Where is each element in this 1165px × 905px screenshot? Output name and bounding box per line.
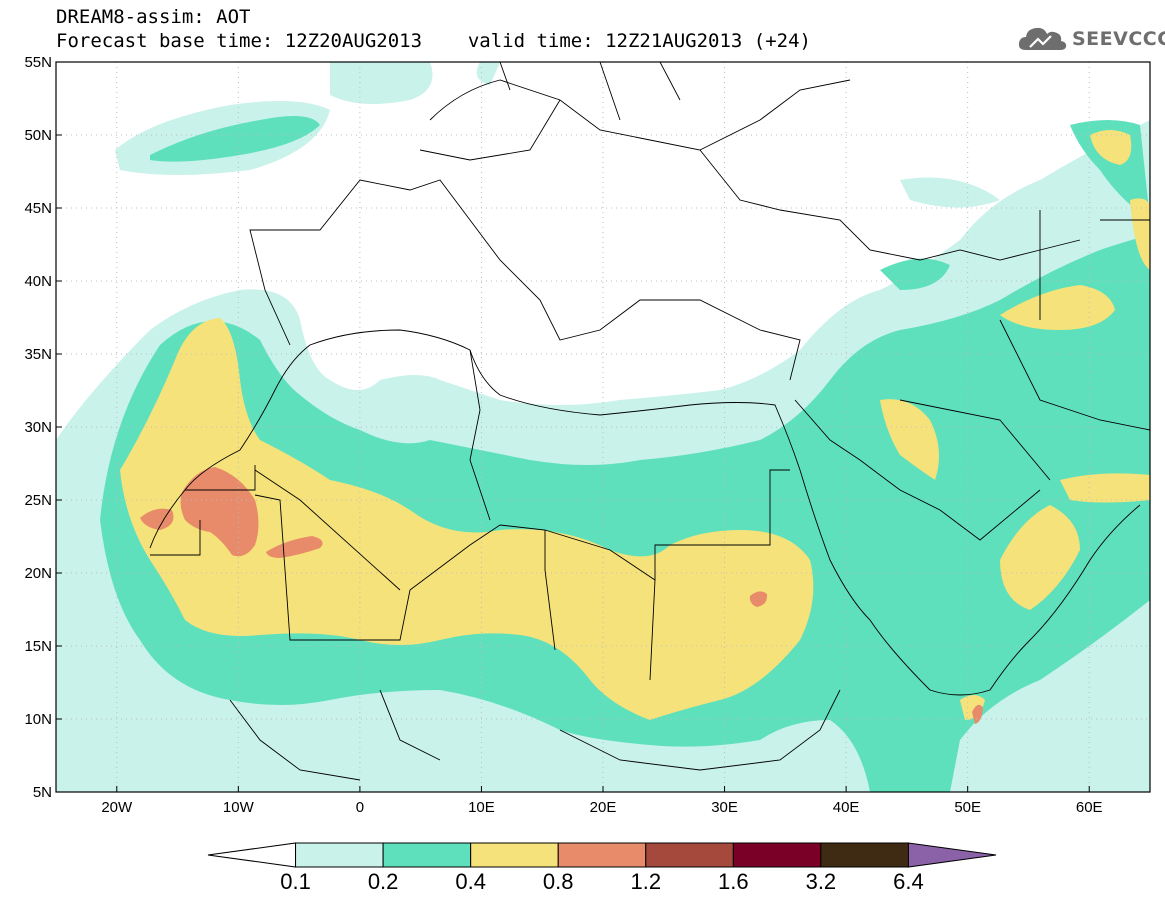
seevccc-logo: SEEVCCC: [1016, 22, 1165, 56]
aot-level-0.4: [120, 130, 1150, 720]
lat-tick-label: 35N: [24, 346, 52, 363]
lon-tick-label: 10E: [468, 799, 495, 816]
colorbar-level-label: 0.4: [455, 869, 486, 894]
colorbar-level-label: 3.2: [806, 869, 837, 894]
lat-tick-label: 10N: [24, 711, 52, 728]
lon-tick-label: 50E: [954, 799, 981, 816]
lat-tick-label: 30N: [24, 419, 52, 436]
colorbar-swatch: [907, 842, 997, 868]
lon-tick-label: 60E: [1076, 799, 1103, 816]
chart-title: DREAM8-assim: AOT: [56, 6, 251, 28]
lat-tick-label: 5N: [33, 784, 52, 801]
valid-time-label: valid time: 12Z21AUG2013 (+24): [467, 30, 811, 52]
lon-tick-label: 30E: [711, 799, 738, 816]
base-time-label: Forecast base time: 12Z20AUG2013: [56, 30, 423, 52]
lat-tick-label: 15N: [24, 638, 52, 655]
lat-tick-label: 50N: [24, 127, 52, 144]
lat-tick-label: 20N: [24, 565, 52, 582]
chart-subtitle: Forecast base time: 12Z20AUG2013 valid t…: [56, 30, 811, 52]
colorbar-swatch: [207, 842, 297, 868]
colorbar-level-label: 1.6: [718, 869, 749, 894]
colorbar-swatch: [382, 842, 472, 868]
lat-lon-grid: [56, 61, 1150, 793]
lat-tick-label: 25N: [24, 492, 52, 509]
colorbar-level-label: 0.1: [280, 869, 311, 894]
lon-tick-label: 20W: [101, 799, 133, 816]
aot-level-0.2: [100, 116, 1150, 792]
colorbar-level-label: 6.4: [893, 869, 924, 894]
lon-tick-label: 10W: [223, 799, 255, 816]
aot-contours: [56, 62, 1150, 792]
colorbar-level-label: 0.8: [543, 869, 574, 894]
lat-tick-label: 55N: [24, 54, 52, 71]
colorbar-swatch: [732, 842, 822, 868]
latitude-tick-labels: 5N 10N 15N 20N 25N 30N 35N 40N 45N 50N 55N: [24, 54, 62, 801]
colorbar-level-label: 0.2: [368, 869, 399, 894]
aot-level-0.8: [140, 467, 983, 724]
colorbar-level-label: 1.2: [630, 869, 661, 894]
colorbar-swatch: [295, 842, 384, 868]
lon-tick-label: 0: [356, 799, 364, 816]
lon-tick-label: 20E: [590, 799, 617, 816]
cloud-icon: [1018, 27, 1067, 50]
colorbar-swatch: [470, 842, 559, 868]
lat-tick-label: 40N: [24, 273, 52, 290]
colorbar: 0.1 0.2 0.4 0.8 1.2 1.6 3.2 6.4: [207, 842, 997, 894]
lat-tick-label: 45N: [24, 200, 52, 217]
longitude-tick-labels: 20W 10W 0 10E 20E 30E 40E 50E 60E: [101, 786, 1103, 816]
logo-text: SEEVCCC: [1072, 28, 1165, 50]
colorbar-swatch: [557, 842, 647, 868]
lon-tick-label: 40E: [833, 799, 860, 816]
colorbar-swatch: [645, 842, 734, 868]
colorbar-swatch: [820, 842, 909, 868]
country-borders: [149, 62, 1150, 781]
